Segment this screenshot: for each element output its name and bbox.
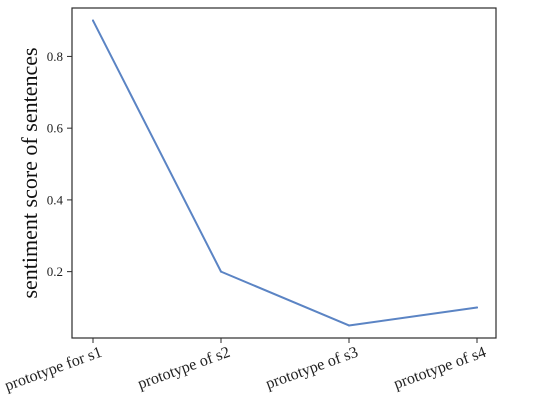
y-axis-ticks: 0.2 0.4 0.6 0.8 [47,49,72,279]
series-line [92,19,478,327]
data-point [220,270,222,273]
y-axis-label: sentiment score of sentences [17,47,42,298]
x-tick-label: prototype for s1 [3,344,105,395]
plot-area-frame [71,7,497,339]
x-tick-label: prototype of s4 [392,344,489,393]
data-point [92,19,94,22]
x-axis-ticks: prototype for s1 prototype of s2 prototype… [3,338,489,395]
data-point [348,324,350,327]
y-tick-label: 0.8 [47,49,63,64]
series-group [92,19,478,327]
y-tick-label: 0.2 [47,264,63,279]
x-tick-label: prototype of s3 [264,344,361,393]
y-tick-label: 0.6 [47,121,64,136]
y-tick-label: 0.4 [47,192,64,207]
data-point [476,306,478,309]
x-tick-label: prototype of s2 [136,344,233,393]
